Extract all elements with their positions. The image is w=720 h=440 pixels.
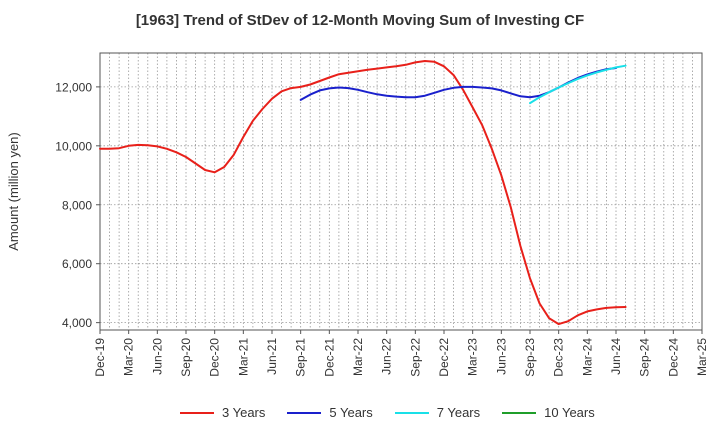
x-tick-label: Jun-22 — [380, 338, 394, 375]
y-tick-label: 12,000 — [55, 80, 92, 94]
x-tick-label: Sep-24 — [638, 338, 652, 377]
legend-swatch — [287, 411, 322, 414]
y-tick-label: 10,000 — [55, 139, 92, 153]
x-tick-label: Mar-22 — [351, 338, 365, 376]
x-tick-label: Mar-25 — [695, 338, 709, 376]
series-line-3-years — [99, 60, 627, 326]
x-tick-label: Dec-21 — [322, 338, 336, 377]
x-tick-label: Sep-21 — [294, 338, 308, 377]
legend-label: 7 Years — [436, 405, 481, 420]
x-tick-label: Sep-22 — [408, 338, 422, 377]
legend-item: 7 Years — [394, 405, 481, 420]
x-tick-label: Jun-20 — [150, 338, 164, 375]
legend-swatch — [180, 411, 214, 414]
x-tick-label: Dec-20 — [208, 338, 222, 377]
legend-swatch — [502, 411, 537, 414]
x-tick-label: Dec-24 — [666, 338, 680, 377]
legend-item: 3 Years — [180, 405, 265, 420]
legend-label: 10 Years — [544, 405, 595, 420]
chart-legend: 3 Years 5 Years 7 Years 10 Years — [180, 405, 595, 420]
x-tick-label: Jun-23 — [494, 338, 508, 375]
x-tick-label: Jun-21 — [265, 338, 279, 375]
y-tick-label: 4,000 — [62, 316, 92, 330]
legend-label: 5 Years — [329, 405, 373, 420]
y-axis-label: Amount (million yen) — [6, 132, 21, 251]
x-tick-label: Mar-20 — [122, 338, 136, 376]
legend-swatch — [394, 411, 429, 414]
legend-item: 10 Years — [502, 405, 595, 420]
plot-border — [99, 52, 703, 331]
legend-item: 5 Years — [287, 405, 373, 420]
chart-title: [1963] Trend of StDev of 12-Month Moving… — [135, 12, 585, 29]
x-tick-label: Mar-21 — [236, 338, 250, 376]
x-tick-label: Jun-24 — [609, 338, 623, 375]
x-tick-label: Sep-23 — [523, 338, 537, 377]
x-tick-label: Mar-24 — [580, 338, 594, 376]
chart-plot: 4,000 6,000 8,000 10,000 12,000 Dec-19 Mar-20 J… — [6, 52, 709, 377]
x-tick-label: Sep-20 — [179, 338, 193, 377]
legend-label: 3 Years — [222, 405, 266, 420]
x-tick-label: Dec-22 — [437, 338, 451, 377]
series-line-7-years — [529, 64, 627, 105]
x-tick-label: Dec-23 — [552, 338, 566, 377]
x-tick-label: Mar-23 — [466, 338, 480, 376]
x-tick-label: Dec-19 — [93, 338, 107, 377]
y-tick-label: 6,000 — [62, 257, 92, 271]
y-tick-label: 8,000 — [62, 198, 92, 212]
